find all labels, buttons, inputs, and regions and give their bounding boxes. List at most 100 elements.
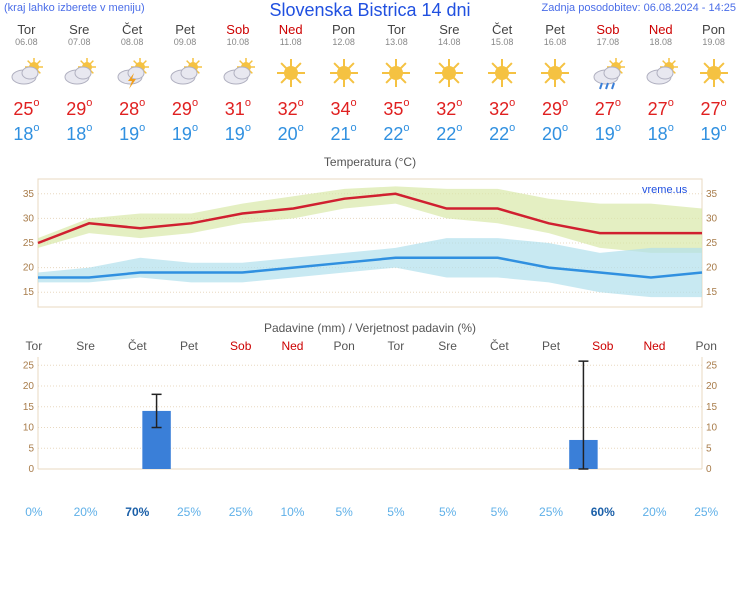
svg-text:20: 20 (23, 381, 35, 392)
header: (kraj lahko izberete v meniju) Slovenska… (0, 0, 740, 20)
temp-low: 21o (317, 124, 370, 145)
day-name: Čet (476, 22, 529, 37)
low-temps-row: 18o18o19o19o19o20o21o22o22o22o20o19o18o1… (0, 122, 740, 147)
temp-chart-title: Temperatura (°C) (0, 147, 740, 173)
day-name: Sre (423, 22, 476, 37)
page-title: Slovenska Bistrica 14 dni (269, 0, 470, 21)
weather-icon (476, 53, 529, 93)
day-date: 19.08 (687, 37, 740, 47)
temp-low: 22o (423, 124, 476, 145)
precip-day-name: Pet (525, 339, 577, 353)
precip-chart: 00551010151520202525 (10, 353, 730, 503)
weather-icon (53, 53, 106, 93)
precip-day-name: Ned (267, 339, 319, 353)
day-name: Sob (211, 22, 264, 37)
day-date: 14.08 (423, 37, 476, 47)
day-date: 16.08 (529, 37, 582, 47)
day-date: 17.08 (581, 37, 634, 47)
svg-text:0: 0 (28, 464, 34, 473)
weather-icon (581, 53, 634, 93)
temp-high: 34o (317, 99, 370, 120)
updated-time: Zadnja posodobitev: 06.08.2024 - 14:25 (542, 2, 736, 14)
svg-text:35: 35 (706, 189, 718, 200)
temp-high: 27o (687, 99, 740, 120)
weather-icon (529, 53, 582, 93)
precip-day-name: Pon (680, 339, 732, 353)
temp-high: 31o (211, 99, 264, 120)
svg-text:15: 15 (706, 287, 718, 298)
day-date: 15.08 (476, 37, 529, 47)
precip-prob: 5% (422, 505, 474, 519)
svg-text:30: 30 (23, 213, 35, 224)
temp-low: 20o (529, 124, 582, 145)
temp-high: 29o (53, 99, 106, 120)
day-date: 06.08 (0, 37, 53, 47)
day-col: Ned 11.08 (264, 22, 317, 47)
svg-text:5: 5 (706, 443, 712, 454)
weather-icon (211, 53, 264, 93)
day-name: Tor (370, 22, 423, 37)
precip-day-name: Čet (111, 339, 163, 353)
day-col: Sob 17.08 (581, 22, 634, 47)
svg-text:25: 25 (23, 238, 35, 249)
precip-prob: 0% (8, 505, 60, 519)
day-col: Sre 07.08 (53, 22, 106, 47)
precip-day-row: TorSreČetPetSobNedPonTorSreČetPetSobNedP… (0, 339, 740, 353)
svg-text:15: 15 (706, 402, 718, 413)
precip-day-name: Pet (163, 339, 215, 353)
day-col: Ned 18.08 (634, 22, 687, 47)
day-date: 18.08 (634, 37, 687, 47)
svg-text:20: 20 (23, 263, 35, 274)
precip-prob: 25% (680, 505, 732, 519)
svg-text:25: 25 (706, 238, 718, 249)
temp-low: 19o (106, 124, 159, 145)
svg-text:vreme.us: vreme.us (642, 184, 688, 196)
precip-prob: 60% (577, 505, 629, 519)
temp-low: 18o (634, 124, 687, 145)
day-col: Pon 12.08 (317, 22, 370, 47)
day-col: Sob 10.08 (211, 22, 264, 47)
svg-text:25: 25 (706, 360, 718, 371)
day-col: Čet 15.08 (476, 22, 529, 47)
day-date: 09.08 (159, 37, 212, 47)
precip-prob: 10% (267, 505, 319, 519)
temp-high: 29o (529, 99, 582, 120)
temp-low: 19o (687, 124, 740, 145)
weather-icons-row (0, 49, 740, 97)
svg-text:25: 25 (23, 360, 35, 371)
weather-icon (370, 53, 423, 93)
precip-prob: 20% (629, 505, 681, 519)
temp-low: 20o (264, 124, 317, 145)
weather-icon (264, 53, 317, 93)
precip-chart-title: Padavine (mm) / Verjetnost padavin (%) (0, 313, 740, 339)
day-col: Pet 09.08 (159, 22, 212, 47)
precip-day-name: Sre (60, 339, 112, 353)
day-col: Tor 06.08 (0, 22, 53, 47)
precip-day-name: Tor (370, 339, 422, 353)
precip-day-name: Pon (318, 339, 370, 353)
weather-icon (106, 53, 159, 93)
svg-text:10: 10 (23, 423, 35, 434)
precip-day-name: Tor (8, 339, 60, 353)
svg-text:5: 5 (28, 443, 34, 454)
temp-high: 27o (634, 99, 687, 120)
temp-high: 32o (264, 99, 317, 120)
temp-low: 19o (581, 124, 634, 145)
day-header-row: Tor 06.08 Sre 07.08 Čet 08.08 Pet 09.08 … (0, 20, 740, 49)
day-col: Pon 19.08 (687, 22, 740, 47)
day-name: Tor (0, 22, 53, 37)
day-date: 12.08 (317, 37, 370, 47)
weather-icon (687, 53, 740, 93)
temp-low: 19o (211, 124, 264, 145)
temp-low: 19o (159, 124, 212, 145)
svg-text:0: 0 (706, 464, 712, 473)
precip-prob: 5% (318, 505, 370, 519)
day-col: Sre 14.08 (423, 22, 476, 47)
svg-text:20: 20 (706, 263, 718, 274)
svg-text:15: 15 (23, 287, 35, 298)
menu-hint[interactable]: (kraj lahko izberete v meniju) (4, 2, 145, 14)
temp-low: 18o (53, 124, 106, 145)
day-col: Tor 13.08 (370, 22, 423, 47)
weather-icon (159, 53, 212, 93)
precip-prob: 70% (111, 505, 163, 519)
